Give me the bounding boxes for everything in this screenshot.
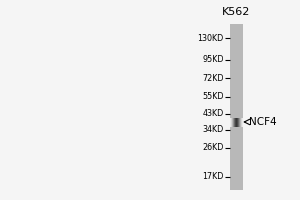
Bar <box>239 118 240 127</box>
Bar <box>242 118 243 127</box>
Bar <box>233 118 234 127</box>
Text: K562: K562 <box>222 7 251 17</box>
Bar <box>241 118 242 127</box>
Bar <box>240 118 241 127</box>
Text: 26KD: 26KD <box>202 143 224 152</box>
Text: NCF4: NCF4 <box>249 117 277 127</box>
Bar <box>236 118 237 127</box>
Bar <box>237 118 238 127</box>
Text: 72KD: 72KD <box>202 74 224 83</box>
Bar <box>230 118 231 127</box>
Bar <box>234 118 235 127</box>
Bar <box>235 118 236 127</box>
Text: 43KD: 43KD <box>202 109 224 118</box>
Bar <box>230 24 243 190</box>
Text: 34KD: 34KD <box>202 125 224 134</box>
Bar <box>240 118 241 127</box>
Bar <box>232 118 233 127</box>
Bar <box>241 118 242 127</box>
Text: 55KD: 55KD <box>202 92 224 101</box>
Bar <box>238 118 239 127</box>
Bar <box>231 118 232 127</box>
Bar <box>236 118 237 127</box>
Text: 130KD: 130KD <box>197 34 224 43</box>
Bar <box>232 118 233 127</box>
Bar <box>231 118 232 127</box>
Bar <box>230 118 231 127</box>
Bar <box>242 118 243 127</box>
Text: 17KD: 17KD <box>202 172 224 181</box>
Bar <box>238 118 239 127</box>
Bar <box>235 118 236 127</box>
Text: 95KD: 95KD <box>202 55 224 64</box>
